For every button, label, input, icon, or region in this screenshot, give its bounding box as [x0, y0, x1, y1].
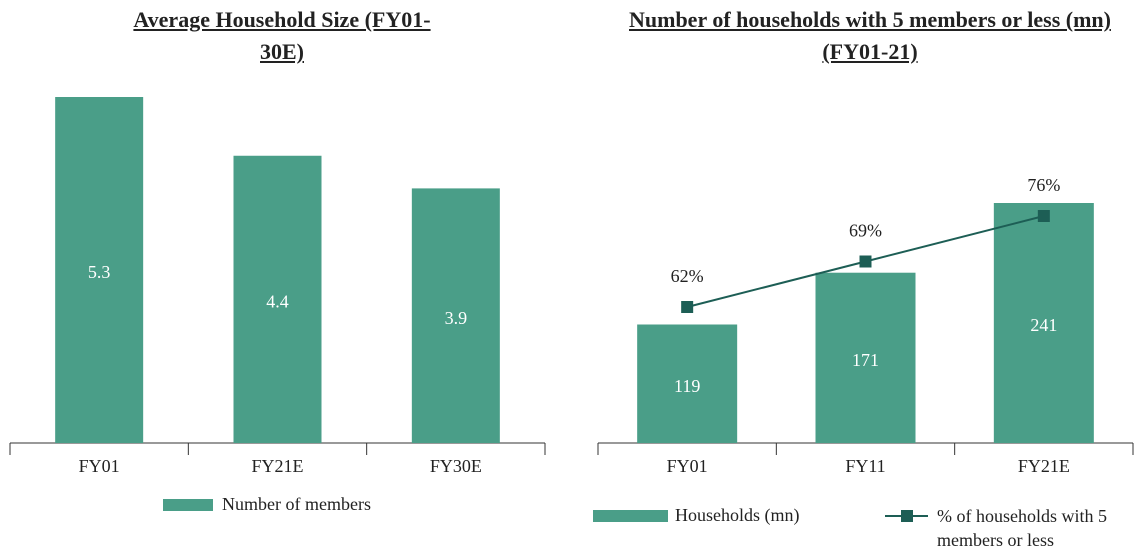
chart-title: Average Household Size (FY01-30E) [133, 7, 431, 64]
legend-label: Households (mn) [675, 505, 800, 526]
legend-label: % of households with 5 members or less [937, 506, 1107, 550]
bar [411, 188, 500, 443]
x-tick-label: FY11 [845, 456, 885, 476]
bar [55, 97, 144, 443]
x-tick-label: FY01 [667, 456, 708, 476]
value-label: 69% [849, 221, 882, 241]
value-label: 5.3 [88, 262, 111, 282]
bar [993, 203, 1094, 443]
bar [233, 155, 322, 444]
legend-marker [901, 510, 913, 522]
chart-title: Number of households with 5 members or l… [629, 7, 1111, 64]
legend-label: Number of members [222, 494, 371, 514]
value-label: 119 [674, 376, 700, 396]
value-label: 171 [852, 350, 879, 370]
bar [637, 324, 738, 443]
value-label: 4.4 [266, 292, 289, 312]
legend-swatch [593, 510, 668, 522]
value-label: 3.9 [445, 308, 468, 328]
x-tick-label: FY21E [1018, 456, 1070, 476]
marker [1037, 210, 1050, 222]
bar [815, 272, 916, 443]
value-label: 241 [1030, 315, 1057, 335]
x-tick-label: FY30E [430, 456, 482, 476]
x-tick-label: FY21E [251, 456, 303, 476]
legend-swatch [163, 499, 213, 511]
marker [681, 301, 694, 313]
marker [859, 255, 872, 268]
value-label: 62% [671, 266, 704, 286]
x-tick-label: FY01 [79, 456, 120, 476]
value-label: 76% [1027, 175, 1060, 195]
